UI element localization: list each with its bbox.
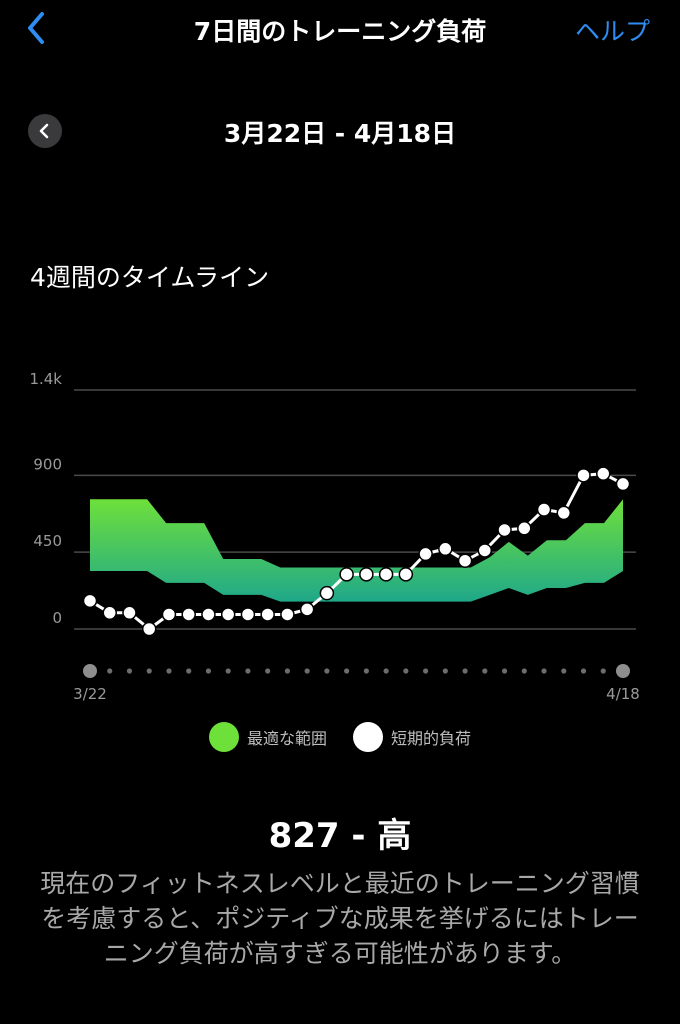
y-tick-label: 900: [33, 455, 62, 473]
legend-item-optimal: 最適な範囲: [208, 722, 327, 752]
day-marker: [363, 668, 369, 674]
day-marker: [561, 668, 567, 674]
day-marker: [422, 668, 429, 674]
day-marker: [107, 668, 113, 674]
previous-range-button[interactable]: [28, 114, 62, 148]
help-button[interactable]: ヘルプ: [574, 17, 650, 46]
y-tick-label: 450: [33, 532, 62, 550]
day-marker: [146, 668, 152, 674]
chevron-left-icon: [39, 123, 49, 139]
current-load-value: 827 - 高: [268, 816, 412, 856]
legend-label-optimal: 最適な範囲: [246, 729, 327, 748]
data-point: [596, 466, 611, 481]
date-range-label: 3月22日 - 4月18日: [223, 119, 457, 148]
day-marker: [126, 668, 133, 674]
y-tick-label: 1.4k: [29, 370, 62, 388]
data-point: [517, 521, 532, 536]
day-marker: [344, 668, 350, 674]
optimal-range-band: [90, 499, 623, 602]
data-point: [161, 607, 177, 622]
data-point: [477, 543, 493, 558]
data-point: [220, 607, 236, 622]
data-point: [339, 567, 354, 582]
training-load-chart: 1.4k 900 450 0 3/22 4/18: [29, 370, 640, 703]
data-point: [457, 553, 473, 568]
day-marker: [186, 668, 192, 674]
day-marker: [225, 668, 231, 674]
data-point: [102, 605, 117, 621]
day-marker: [166, 668, 172, 674]
day-marker: [541, 668, 547, 674]
data-point: [497, 522, 512, 538]
day-marker: [83, 664, 97, 678]
page-title: 7日間のトレーニング負荷: [193, 17, 487, 46]
y-tick-label: 0: [52, 609, 62, 627]
day-marker: [580, 668, 587, 674]
data-point: [299, 602, 315, 617]
day-marker: [482, 668, 488, 674]
data-point: [556, 505, 572, 521]
x-end-label: 4/18: [606, 685, 640, 703]
data-point: [576, 468, 591, 483]
x-start-label: 3/22: [73, 685, 107, 703]
legend-label-short-term: 短期的負荷: [391, 729, 472, 748]
chart-legend: 最適な範囲 短期的負荷: [0, 722, 680, 752]
load-description: 現在のフィットネスレベルと最近のトレーニング習慣を考慮すると、ポジティブな成果を…: [40, 869, 640, 968]
data-point: [280, 607, 295, 622]
day-marker: [245, 668, 251, 674]
day-marker: [284, 668, 291, 674]
short-term-load-swatch: [353, 722, 383, 752]
data-point: [418, 546, 433, 562]
data-point: [201, 607, 216, 622]
day-marker: [442, 668, 448, 674]
day-marker: [521, 668, 527, 674]
day-marker: [324, 668, 330, 674]
legend-item-short-term: 短期的負荷: [353, 722, 471, 752]
data-point: [319, 585, 335, 601]
day-marker: [304, 668, 310, 674]
data-point: [240, 607, 256, 622]
short-term-load-line: [89, 472, 624, 631]
day-marker: [205, 668, 212, 674]
data-point: [615, 476, 631, 492]
data-point: [359, 567, 374, 582]
data-point: [82, 593, 98, 609]
day-marker: [462, 668, 468, 674]
data-point: [536, 502, 552, 517]
day-marker: [383, 668, 389, 674]
day-marker: [616, 664, 630, 678]
optimal-range-swatch: [208, 722, 239, 752]
day-marker: [501, 668, 508, 674]
day-marker: [403, 668, 409, 674]
day-marker: [600, 668, 606, 674]
timeline-heading: 4週間のタイムライン: [30, 263, 270, 292]
back-chevron-icon[interactable]: [18, 8, 54, 48]
data-point: [122, 605, 137, 621]
data-point: [438, 541, 453, 557]
data-point: [181, 607, 196, 622]
data-point: [378, 567, 394, 582]
data-point: [260, 607, 275, 622]
day-marker: [265, 668, 271, 674]
data-point: [398, 567, 414, 582]
data-point: [141, 621, 157, 637]
